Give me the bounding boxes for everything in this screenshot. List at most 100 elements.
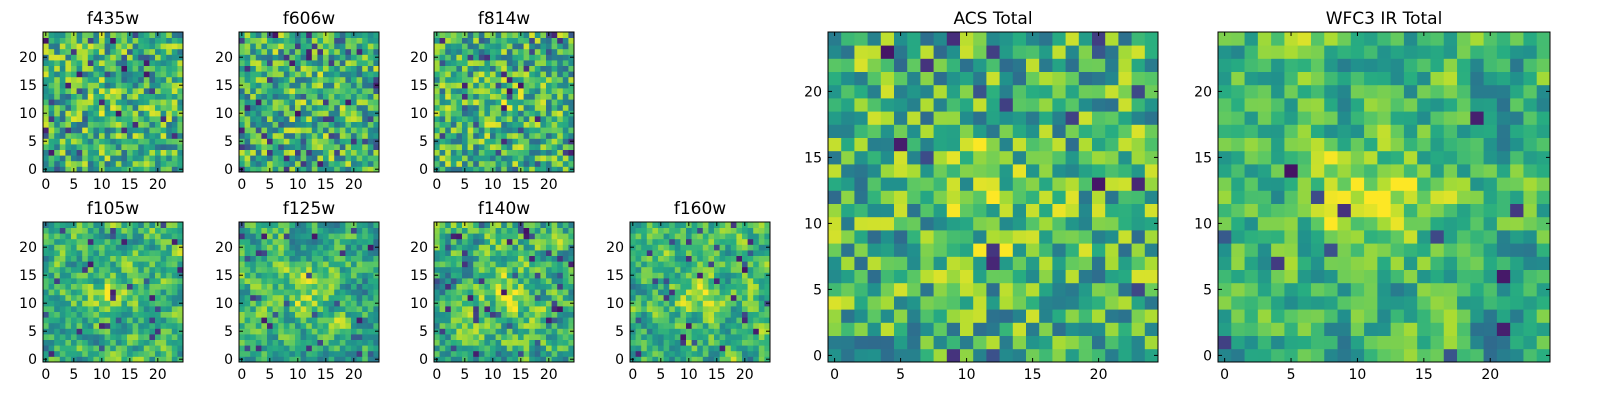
panel-title: f160w xyxy=(674,199,726,219)
heatmap-cell xyxy=(920,164,934,178)
heatmap-cell xyxy=(127,328,133,335)
heatmap-cell xyxy=(540,356,547,363)
heatmap-cell xyxy=(753,278,760,284)
heatmap-cell xyxy=(48,93,55,100)
heatmap-cell xyxy=(450,222,457,228)
heatmap-cell xyxy=(300,227,307,234)
heatmap-cell xyxy=(334,311,341,318)
heatmap-cell xyxy=(289,127,296,134)
heatmap-cell xyxy=(557,289,564,296)
heatmap-cell xyxy=(71,345,77,352)
heatmap-cell xyxy=(506,160,513,167)
axes-frame xyxy=(42,221,184,363)
heatmap-cell xyxy=(356,43,363,50)
heatmap-cell xyxy=(104,250,111,256)
heatmap-cell xyxy=(328,127,335,134)
heatmap-cell xyxy=(646,266,653,273)
heatmap-cell xyxy=(986,243,1000,257)
heatmap-cell xyxy=(920,190,934,204)
heatmap-cell xyxy=(300,32,307,38)
heatmap-cell xyxy=(278,60,285,66)
heatmap-cell xyxy=(311,104,318,111)
heatmap-cell xyxy=(1078,230,1093,244)
heatmap-cell xyxy=(255,233,262,240)
heatmap-cell xyxy=(478,244,485,251)
heatmap-cell xyxy=(546,261,552,268)
heatmap-cell xyxy=(59,138,66,145)
heatmap-cell xyxy=(708,300,715,307)
heatmap-cell xyxy=(484,160,491,167)
heatmap-cell xyxy=(138,104,145,111)
heatmap-cell xyxy=(177,222,184,228)
heatmap-cell xyxy=(306,328,313,335)
heatmap-cell xyxy=(82,144,89,150)
heatmap-cell xyxy=(450,99,457,106)
heatmap-cell xyxy=(278,356,285,363)
heatmap-cell xyxy=(295,71,301,78)
heatmap-cell xyxy=(48,76,55,83)
panel-title: f435w xyxy=(87,9,139,29)
heatmap-cell xyxy=(149,110,156,117)
heatmap-cell xyxy=(663,339,670,346)
heatmap-cell xyxy=(512,322,519,329)
heatmap-cell xyxy=(534,149,541,156)
heatmap-cell xyxy=(239,160,245,167)
heatmap-cell xyxy=(708,272,715,279)
heatmap-cell xyxy=(171,345,178,352)
heatmap-cell xyxy=(512,311,519,318)
heatmap-cell xyxy=(506,222,513,228)
heatmap-cell xyxy=(115,155,122,162)
heatmap-cell xyxy=(267,71,273,78)
heatmap-cell xyxy=(278,48,285,55)
heatmap-cell xyxy=(99,289,105,296)
heatmap-cell xyxy=(127,300,133,307)
heatmap-cell xyxy=(1078,203,1093,218)
heatmap-cell xyxy=(691,233,698,240)
heatmap-cell xyxy=(467,160,474,167)
heatmap-cell xyxy=(272,289,279,296)
heatmap-cell xyxy=(1131,190,1146,204)
heatmap-cell xyxy=(255,266,262,273)
heatmap-cell xyxy=(534,43,541,50)
heatmap-cell xyxy=(323,155,329,162)
heatmap-cell xyxy=(289,306,296,312)
heatmap-cell xyxy=(1039,348,1053,363)
heatmap-cell xyxy=(351,48,357,55)
heatmap-cell xyxy=(93,250,100,256)
heatmap-cell xyxy=(1105,282,1119,297)
heatmap-cell xyxy=(362,82,369,89)
heatmap-cell xyxy=(641,233,648,240)
heatmap-cell xyxy=(328,289,335,296)
heatmap-cell xyxy=(367,104,374,111)
heatmap-cell xyxy=(764,266,771,273)
heatmap-cell xyxy=(730,317,737,324)
heatmap-cell xyxy=(462,149,468,156)
heatmap-cell xyxy=(753,255,760,262)
heatmap-cell xyxy=(445,121,452,128)
heatmap-cell xyxy=(534,300,541,307)
heatmap-cell xyxy=(48,289,55,296)
heatmap-cell xyxy=(529,132,536,139)
heatmap-cell xyxy=(986,309,1000,323)
heatmap-cell xyxy=(669,334,676,340)
heatmap-cell xyxy=(76,317,83,324)
heatmap-cell xyxy=(506,289,513,296)
heatmap-cell xyxy=(76,121,83,128)
heatmap-cell xyxy=(747,322,754,329)
heatmap-cell xyxy=(171,48,178,55)
heatmap-cell xyxy=(239,322,245,329)
heatmap-cell xyxy=(484,121,491,128)
heatmap-cell xyxy=(87,339,94,346)
heatmap-cell xyxy=(1092,296,1106,310)
heatmap-cell xyxy=(239,294,245,301)
heatmap-cell xyxy=(76,144,83,150)
heatmap-cell xyxy=(630,289,636,296)
heatmap-cell xyxy=(373,334,380,340)
heatmap-cell xyxy=(138,266,145,273)
heatmap-cell xyxy=(742,261,748,268)
heatmap-cell xyxy=(283,155,290,162)
heatmap-cell xyxy=(110,32,117,38)
heatmap-cell xyxy=(289,160,296,167)
heatmap-cell xyxy=(104,238,111,245)
